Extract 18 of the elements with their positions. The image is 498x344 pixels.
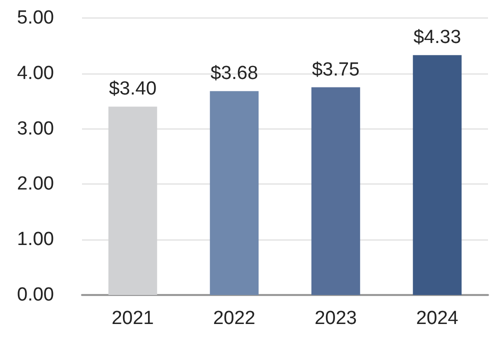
y-tick-label: 5.00 [17,8,54,28]
data-label: $3.75 [312,59,360,80]
bar [311,87,360,295]
x-tick-label: 2021 [112,308,154,329]
y-tick-label: 1.00 [17,229,54,250]
data-label: $4.33 [413,27,462,48]
y-tick-label: 3.00 [17,118,54,140]
x-tick-label: 2023 [314,308,357,329]
y-tick-label: 2.00 [17,174,54,195]
bar [412,55,462,295]
bar [108,106,158,295]
x-tick-label: 2024 [416,308,459,329]
data-label: $3.40 [108,78,157,100]
x-tick-label: 2022 [213,308,256,329]
bar [210,91,259,295]
data-label: $3.68 [210,63,258,84]
y-tick-label: 4.00 [17,62,54,84]
y-tick-label: 0.00 [17,284,54,306]
